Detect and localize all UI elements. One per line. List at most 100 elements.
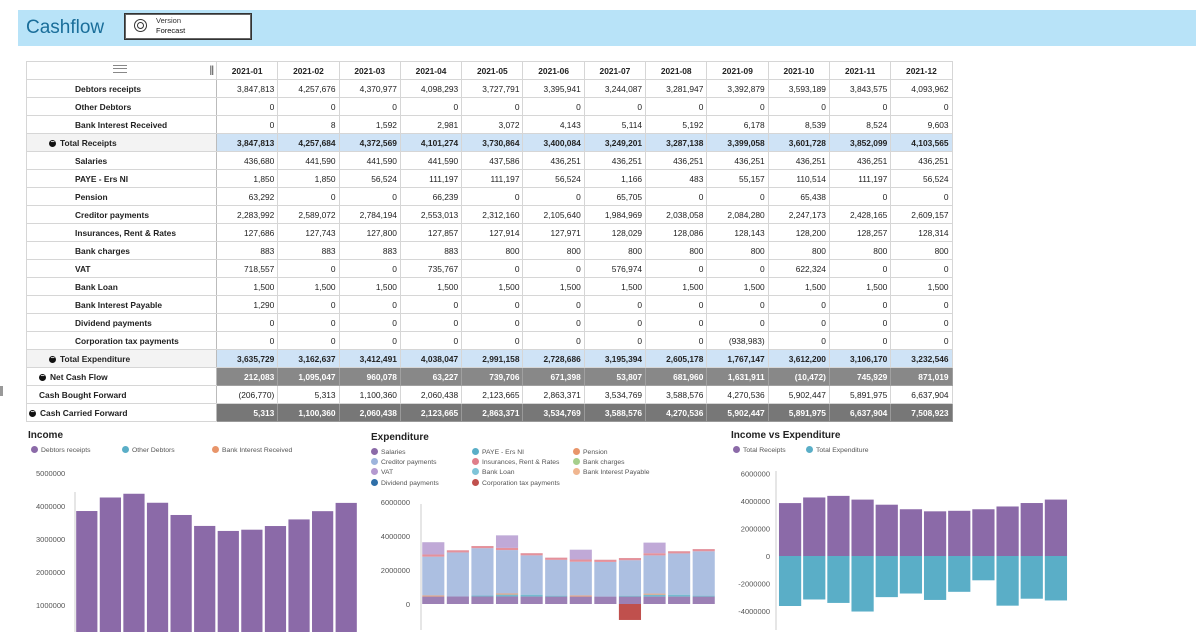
grid-cell[interactable]: 0 bbox=[646, 260, 707, 278]
grid-cell[interactable]: 127,743 bbox=[278, 224, 339, 242]
column-header[interactable]: 2021-04 bbox=[400, 62, 461, 80]
income-bar[interactable] bbox=[123, 494, 144, 632]
grid-cell[interactable]: 127,800 bbox=[339, 224, 400, 242]
grid-cell[interactable]: 483 bbox=[646, 170, 707, 188]
grid-cell[interactable]: 3,593,189 bbox=[768, 80, 829, 98]
grid-cell[interactable]: 3,162,637 bbox=[278, 350, 339, 368]
grid-cell[interactable]: 0 bbox=[646, 188, 707, 206]
grid-cell[interactable]: 718,557 bbox=[217, 260, 278, 278]
grid-cell[interactable]: 437,586 bbox=[462, 152, 523, 170]
grid-cell[interactable]: 0 bbox=[707, 98, 768, 116]
column-header[interactable]: 2021-11 bbox=[829, 62, 890, 80]
grid-cell[interactable]: 436,251 bbox=[523, 152, 584, 170]
grid-cell[interactable]: 0 bbox=[768, 314, 829, 332]
panel-resize-handle[interactable] bbox=[0, 386, 3, 396]
grid-cell[interactable]: 66,239 bbox=[400, 188, 461, 206]
expenditure-bar-segment[interactable] bbox=[643, 595, 665, 597]
expenditure-bar-segment[interactable] bbox=[594, 597, 616, 604]
grid-cell[interactable]: 436,251 bbox=[768, 152, 829, 170]
expenditure-bar-segment[interactable] bbox=[422, 554, 444, 556]
column-header[interactable]: 2021-07 bbox=[584, 62, 645, 80]
expenditure-bar-segment[interactable] bbox=[668, 595, 690, 597]
grid-cell[interactable]: 5,114 bbox=[584, 116, 645, 134]
grid-cell[interactable]: 436,251 bbox=[707, 152, 768, 170]
expenditure-bar-segment[interactable] bbox=[643, 555, 665, 593]
grid-cell[interactable]: 0 bbox=[829, 332, 890, 350]
grid-cell[interactable]: 0 bbox=[584, 296, 645, 314]
expenditure-bar-segment[interactable] bbox=[521, 555, 543, 594]
grid-cell[interactable]: 3,852,099 bbox=[829, 134, 890, 152]
version-selector[interactable]: Version Forecast bbox=[124, 13, 252, 40]
grid-cell[interactable]: 0 bbox=[707, 188, 768, 206]
grid-cell[interactable]: 0 bbox=[462, 188, 523, 206]
grid-cell[interactable]: 1,500 bbox=[400, 278, 461, 296]
grid-cell[interactable]: 0 bbox=[278, 314, 339, 332]
grid-cell[interactable]: 127,686 bbox=[217, 224, 278, 242]
grid-cell[interactable]: 0 bbox=[217, 98, 278, 116]
grid-cell[interactable]: 3,843,575 bbox=[829, 80, 890, 98]
column-resize-icon[interactable]: || bbox=[209, 65, 213, 76]
grid-cell[interactable]: 2,105,640 bbox=[523, 206, 584, 224]
grid-cell[interactable]: 3,392,879 bbox=[707, 80, 768, 98]
grid-cell[interactable]: 0 bbox=[523, 260, 584, 278]
expenditure-bar-segment[interactable] bbox=[619, 604, 641, 620]
grid-cell[interactable]: 441,590 bbox=[339, 152, 400, 170]
legend-item[interactable]: Bank Interest Payable bbox=[573, 468, 650, 476]
legend-item[interactable]: PAYE - Ers NI bbox=[472, 448, 524, 456]
grid-cell[interactable]: 0 bbox=[707, 296, 768, 314]
grid-cell[interactable]: 2,863,371 bbox=[523, 386, 584, 404]
receipts-bar[interactable] bbox=[996, 506, 1018, 556]
expenditure-bar[interactable] bbox=[996, 556, 1018, 606]
expenditure-bar-segment[interactable] bbox=[619, 560, 641, 595]
grid-cell[interactable]: 800 bbox=[707, 242, 768, 260]
grid-cell[interactable]: 128,029 bbox=[584, 224, 645, 242]
grid-cell[interactable]: 0 bbox=[217, 116, 278, 134]
grid-cell[interactable]: 0 bbox=[217, 332, 278, 350]
expenditure-bar[interactable] bbox=[827, 556, 849, 603]
grid-cell[interactable]: 0 bbox=[462, 314, 523, 332]
grid-cell[interactable]: 3,635,729 bbox=[217, 350, 278, 368]
grid-cell[interactable]: 5,313 bbox=[217, 404, 278, 422]
grid-cell[interactable]: 2,428,165 bbox=[829, 206, 890, 224]
expenditure-bar-segment[interactable] bbox=[594, 562, 616, 597]
grid-cell[interactable]: 2,123,665 bbox=[400, 404, 461, 422]
legend-item[interactable]: Salaries bbox=[371, 448, 406, 456]
grid-cell[interactable]: 3,534,769 bbox=[523, 404, 584, 422]
grid-cell[interactable]: 800 bbox=[829, 242, 890, 260]
expenditure-bar-segment[interactable] bbox=[422, 557, 444, 596]
income-bar[interactable] bbox=[76, 511, 97, 632]
grid-cell[interactable]: 436,251 bbox=[829, 152, 890, 170]
grid-cell[interactable]: 2,991,158 bbox=[462, 350, 523, 368]
expenditure-bar[interactable] bbox=[900, 556, 922, 594]
expenditure-bar[interactable] bbox=[876, 556, 898, 597]
receipts-bar[interactable] bbox=[972, 509, 994, 556]
grid-cell[interactable]: 127,857 bbox=[400, 224, 461, 242]
grid-cell[interactable]: 883 bbox=[339, 242, 400, 260]
expenditure-bar-segment[interactable] bbox=[570, 595, 592, 596]
grid-cell[interactable]: 0 bbox=[768, 296, 829, 314]
expenditure-bar[interactable] bbox=[779, 556, 801, 606]
grid-cell[interactable]: 800 bbox=[584, 242, 645, 260]
grid-cell[interactable]: 1,500 bbox=[278, 278, 339, 296]
grid-cell[interactable]: 0 bbox=[891, 332, 952, 350]
grid-cell[interactable]: 4,370,977 bbox=[339, 80, 400, 98]
expenditure-bar-segment[interactable] bbox=[570, 550, 592, 560]
grid-cell[interactable]: 4,270,536 bbox=[646, 404, 707, 422]
grid-cell[interactable]: 3,412,491 bbox=[339, 350, 400, 368]
expenditure-bar-segment[interactable] bbox=[545, 558, 567, 560]
grid-cell[interactable]: 1,166 bbox=[584, 170, 645, 188]
row-header-corner[interactable]: || bbox=[27, 62, 217, 80]
expenditure-bar-segment[interactable] bbox=[545, 597, 567, 604]
expenditure-bar-segment[interactable] bbox=[668, 597, 690, 604]
grid-cell[interactable]: 3,400,084 bbox=[523, 134, 584, 152]
grid-cell[interactable]: 0 bbox=[829, 260, 890, 278]
grid-cell[interactable]: 1,100,360 bbox=[339, 386, 400, 404]
expenditure-bar-segment[interactable] bbox=[570, 560, 592, 562]
collapse-icon[interactable]: − bbox=[49, 356, 56, 363]
collapse-icon[interactable]: − bbox=[29, 410, 36, 417]
grid-cell[interactable]: 0 bbox=[891, 98, 952, 116]
receipts-bar[interactable] bbox=[779, 503, 801, 556]
legend-item[interactable]: Creditor payments bbox=[371, 458, 437, 466]
grid-cell[interactable]: 0 bbox=[829, 98, 890, 116]
income-bar[interactable] bbox=[241, 530, 262, 632]
